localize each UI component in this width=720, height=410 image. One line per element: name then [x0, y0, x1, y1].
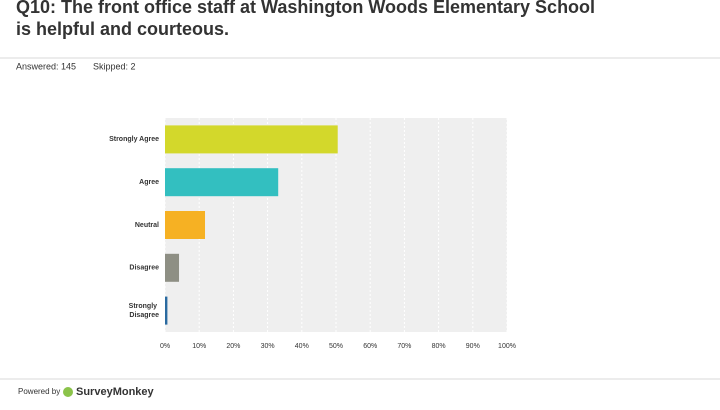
- bar: [165, 296, 168, 325]
- bar: [165, 125, 338, 154]
- x-tick-label: 100%: [498, 343, 516, 350]
- category-label: Disagree: [129, 265, 159, 272]
- category-label: Strongly Disagree: [129, 303, 159, 319]
- bar: [165, 211, 206, 239]
- bar: [165, 168, 279, 197]
- x-tick-label: 70%: [397, 343, 411, 350]
- x-tick-label: 10%: [192, 343, 206, 350]
- x-tick-label: 60%: [363, 343, 377, 350]
- category-label: Strongly Agree: [109, 136, 159, 143]
- question-title: Q10: The front office staff at Washingto…: [16, 0, 600, 39]
- x-tick-label: 0%: [160, 343, 170, 350]
- category-label: Neutral: [135, 222, 159, 229]
- category-label: Agree: [139, 179, 159, 186]
- answered-count: Answered: 145: [16, 61, 76, 71]
- bar: [165, 253, 180, 282]
- brand-name: SurveyMonkey: [76, 386, 155, 398]
- brand-icon: [63, 387, 73, 397]
- powered-by: Powered by: [18, 387, 60, 396]
- x-tick-label: 50%: [329, 343, 343, 350]
- plot-area: [165, 118, 507, 332]
- x-tick-label: 20%: [226, 343, 240, 350]
- skipped-count: Skipped: 2: [93, 61, 136, 71]
- x-tick-label: 30%: [261, 343, 275, 350]
- x-tick-label: 90%: [466, 343, 480, 350]
- x-tick-label: 80%: [432, 343, 446, 350]
- x-tick-label: 40%: [295, 343, 309, 350]
